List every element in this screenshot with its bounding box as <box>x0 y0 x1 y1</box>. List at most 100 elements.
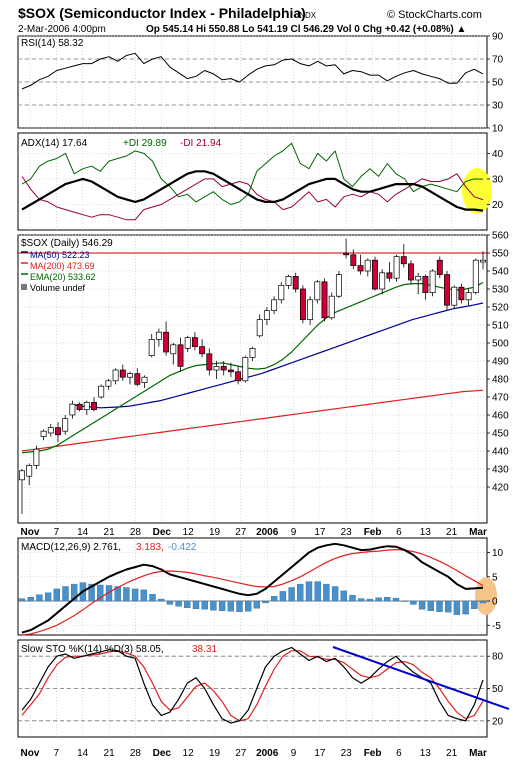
candle-up <box>256 319 263 337</box>
candle-down <box>199 346 206 355</box>
macd-hist-value: -0.422 <box>168 542 197 553</box>
rsi-ytick-label: 90 <box>492 32 504 43</box>
sto-d-line <box>21 650 484 722</box>
macd-histogram-bar <box>244 600 252 612</box>
candle-up <box>83 402 90 410</box>
candle-up <box>480 259 486 263</box>
candle-up <box>148 339 155 356</box>
candle-up <box>379 272 386 290</box>
x-axis-label: 12 <box>183 748 195 759</box>
candle-up <box>285 276 292 286</box>
ma50-label: MA(50) 522.23 <box>30 250 90 260</box>
rsi-ytick-label: 70 <box>492 55 504 66</box>
x-axis-label: 21 <box>446 527 458 538</box>
candle-up <box>314 281 321 301</box>
macd-histogram-bar <box>227 600 235 612</box>
brand-label: © StockCharts.com <box>387 9 482 21</box>
macd-histogram-bar <box>27 597 34 602</box>
price-ytick-label: 560 <box>492 231 509 242</box>
macd-histogram-bar <box>97 584 104 602</box>
x-axis-label: 13 <box>420 527 432 538</box>
minus-di-label: -DI 21.94 <box>180 138 222 149</box>
candle-up <box>472 259 479 293</box>
sto-ytick-label: 20 <box>492 716 504 727</box>
price-ytick-label: 490 <box>492 357 509 368</box>
price-ytick-label: 450 <box>492 429 509 440</box>
marks-layer <box>18 52 510 724</box>
chart-title: $SOX (Semiconductor Index - Philadelphia… <box>18 5 306 21</box>
candle-down <box>350 254 357 266</box>
sto-ytick-label: 50 <box>492 684 504 695</box>
price-ytick-label: 480 <box>492 375 509 386</box>
candle-up <box>364 259 371 272</box>
macd-histogram-bar <box>410 600 417 605</box>
macd-histogram-bar <box>105 585 113 602</box>
candle-up <box>307 299 314 320</box>
sto-label: Slow STO %K(14) %D(3) 58.05, <box>21 644 164 655</box>
candle-up <box>170 344 177 355</box>
macd-histogram-bar <box>149 594 156 602</box>
x-axis-label: 14 <box>77 748 89 759</box>
macd-histogram-bar <box>62 586 69 602</box>
candle-up <box>429 270 436 293</box>
candle-down <box>292 276 299 290</box>
x-axis-label: Nov <box>21 527 40 538</box>
macd-panel <box>17 537 488 636</box>
x-axis-label: Nov <box>21 748 40 759</box>
macd-histogram-bar <box>218 600 226 611</box>
macd-ytick-label: -5 <box>492 621 501 632</box>
x-axis-label: 21 <box>104 748 116 759</box>
candle-down <box>177 344 184 367</box>
candle-up <box>335 274 342 297</box>
price-ytick-label: 470 <box>492 393 509 404</box>
exchange-label: INDX <box>297 11 317 20</box>
macd-histogram-bar <box>271 596 278 602</box>
candle-up <box>465 292 472 301</box>
candle-up <box>263 310 270 320</box>
macd-histogram-bar <box>262 600 269 604</box>
x-axis-label: Dec <box>153 527 172 538</box>
sto-trendline <box>332 646 510 710</box>
x-axis-label: 27 <box>235 527 247 538</box>
price-ytick-label: 430 <box>492 465 509 476</box>
rsi-ytick-label: 30 <box>492 101 504 112</box>
ma200-line <box>21 389 484 452</box>
adx-ytick-label: 30 <box>492 174 504 185</box>
macd-histogram-bar <box>366 598 374 602</box>
macd-ytick-label: 10 <box>492 548 504 559</box>
candle-down <box>436 259 443 275</box>
candle-up <box>328 295 335 319</box>
candle-up <box>40 430 47 437</box>
price-ytick-label: 520 <box>492 303 509 314</box>
adx-line <box>21 170 484 212</box>
candle-down <box>55 427 61 436</box>
macd-histogram-bar <box>323 583 330 602</box>
macd-histogram-bar <box>427 600 434 611</box>
candle-up <box>213 366 220 371</box>
candle-down <box>91 402 97 410</box>
rsi-ytick-label: 10 <box>492 124 504 135</box>
plus-di-label: +DI 29.89 <box>123 138 167 149</box>
candle-up <box>271 299 278 311</box>
candle-up <box>393 256 400 279</box>
macd-histogram-bar <box>131 588 139 602</box>
macd-histogram-bar <box>331 586 339 602</box>
candle-up <box>249 348 256 358</box>
macd-histogram-bar <box>279 591 287 602</box>
x-axis-label: 27 <box>235 748 247 759</box>
candle-down <box>408 263 414 281</box>
macd-histogram-bar <box>297 583 304 602</box>
x-axis-label: Dec <box>153 748 172 759</box>
x-axis-label: 14 <box>77 527 89 538</box>
adx-highlight-marker <box>462 168 492 214</box>
adx-ytick-label: 20 <box>492 200 504 211</box>
sto-ytick-label: 80 <box>492 652 504 663</box>
plus-di-line <box>21 142 484 205</box>
x-axis-label: 7 <box>54 527 60 538</box>
macd-histogram-bar <box>18 598 26 602</box>
macd-histogram-bar <box>358 598 365 602</box>
macd-highlight-marker <box>475 577 497 615</box>
date-label: 2-Mar-2006 4:00pm <box>18 24 106 35</box>
candle-up <box>155 331 162 340</box>
x-axis-label: 2006 <box>256 527 279 538</box>
